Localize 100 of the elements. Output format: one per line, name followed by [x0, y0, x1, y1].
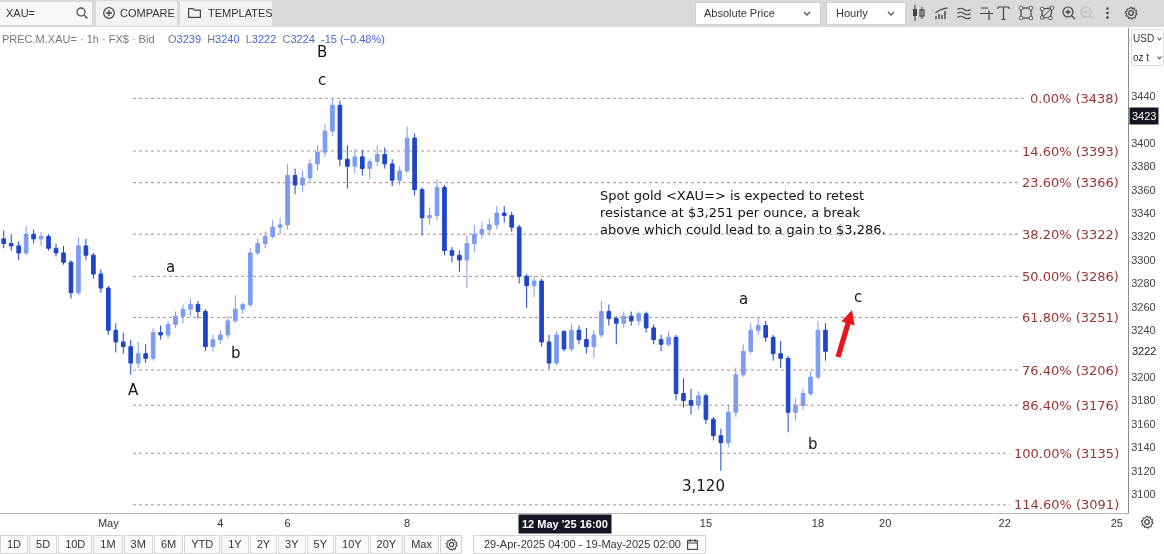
- candlestick: [636, 311, 642, 327]
- ref-line-label: 76.40% (3206): [1022, 363, 1119, 378]
- candlestick: [218, 329, 223, 345]
- candlestick: [546, 334, 552, 370]
- y-tick-label: 3400: [1131, 136, 1156, 149]
- button: Max: [404, 535, 439, 554]
- candlestick: [307, 158, 313, 184]
- candlestick: [16, 240, 22, 261]
- candlestick: [494, 205, 500, 230]
- text: TEMPLATES: [208, 7, 273, 20]
- candlestick: [76, 237, 81, 296]
- candlestick: [479, 221, 485, 240]
- candlestick: [143, 343, 148, 364]
- candlestick: [726, 404, 731, 448]
- candlestick: [382, 146, 388, 170]
- candlestick: [247, 247, 253, 308]
- text: Absolute Price: [704, 7, 775, 20]
- candlestick: [285, 163, 290, 230]
- y-tick-label: 3260: [1131, 300, 1156, 313]
- candlestick: [755, 316, 761, 336]
- button: 2Y: [249, 535, 278, 554]
- chart-title: PREC.M.XAU= · 1h · FX$ · Bid: [2, 32, 155, 45]
- candlestick: [658, 334, 664, 352]
- date-field: 29-Apr-2025 04:00 - 19-May-2025 02:00: [472, 535, 706, 554]
- button: 6M: [153, 535, 184, 554]
- candlestick: [68, 259, 74, 300]
- ref-line-label: 61.80% (3251): [1022, 310, 1119, 325]
- button: 1M: [93, 535, 123, 554]
- candlestick: [457, 250, 462, 273]
- candlestick: [427, 206, 432, 226]
- candlestick: [584, 327, 589, 355]
- button: 1Y: [221, 535, 249, 554]
- x-tick-label: 4: [217, 517, 224, 530]
- candlestick: [516, 224, 522, 284]
- annotation: B: [317, 43, 328, 61]
- candlestick: [599, 300, 604, 338]
- y-tick-label: 3100: [1131, 488, 1156, 501]
- candlestick: [681, 377, 686, 409]
- candlestick: [531, 275, 537, 298]
- candlestick: [232, 294, 238, 324]
- candlestick: [292, 168, 298, 195]
- candlestick: [120, 332, 126, 355]
- x-tick-label: May: [97, 517, 120, 530]
- candlestick: [397, 165, 402, 186]
- button: 1D: [0, 535, 29, 554]
- candlestick: [367, 158, 373, 180]
- ref-line-label: 14.60% (3393): [1022, 144, 1119, 159]
- candlestick: [778, 340, 783, 369]
- candlestick: [404, 125, 410, 174]
- annotation: b: [231, 344, 241, 362]
- text: XAU=: [6, 7, 36, 20]
- ref-line-label: 23.60% (3366): [1022, 175, 1119, 190]
- candlestick: [628, 311, 634, 327]
- text: USD: [1133, 32, 1155, 45]
- y-tick-label: 3440: [1131, 89, 1156, 102]
- y-tick-label: 3240: [1131, 324, 1156, 337]
- candlestick: [255, 238, 261, 256]
- candlestick: [509, 211, 515, 233]
- y-tick-label: 3200: [1131, 370, 1156, 383]
- candlestick: [1, 230, 7, 249]
- candlestick: [210, 334, 216, 352]
- candlestick: [434, 178, 440, 221]
- candlestick: [718, 428, 724, 472]
- candlestick: [270, 219, 275, 240]
- candlestick: [486, 218, 492, 236]
- ref-line-label: 38.20% (3322): [1022, 227, 1119, 242]
- candlestick: [785, 355, 791, 433]
- ref-line-label: 114.60% (3091): [1014, 497, 1120, 512]
- candlestick: [651, 323, 656, 345]
- candlestick: [613, 315, 619, 345]
- candlestick: [591, 329, 597, 359]
- candlestick: [300, 170, 305, 193]
- y-tick-label: 3120: [1131, 464, 1156, 477]
- button: 5Y: [306, 535, 335, 554]
- candlestick: [98, 268, 104, 294]
- candlestick: [330, 97, 335, 137]
- candlestick: [688, 388, 694, 416]
- y-tick-label: 3380: [1131, 160, 1156, 173]
- x-tick-label: 20: [879, 517, 892, 530]
- candlestick: [412, 132, 417, 197]
- candlestick: [666, 330, 671, 348]
- candlestick: [128, 339, 134, 376]
- candlestick: [748, 322, 754, 355]
- y-tick-label: 3160: [1131, 417, 1156, 430]
- candlestick: [763, 320, 769, 343]
- candlestick: [165, 320, 171, 339]
- candlestick: [800, 388, 806, 411]
- button: YTD: [184, 535, 221, 554]
- annotation: 3423: [1132, 110, 1157, 122]
- candlestick: [352, 148, 358, 174]
- x-tick-label: 6: [284, 517, 291, 530]
- candlestick: [539, 278, 544, 348]
- candlestick: [815, 320, 821, 380]
- x-tick-label: 22: [998, 517, 1011, 530]
- text: Hourly: [836, 7, 868, 20]
- candlestick: [733, 367, 739, 418]
- candlestick: [561, 329, 567, 352]
- ref-line-label: 0.00% (3438): [1030, 91, 1119, 106]
- x-tick-label: 18: [811, 517, 825, 530]
- candlestick: [158, 325, 163, 341]
